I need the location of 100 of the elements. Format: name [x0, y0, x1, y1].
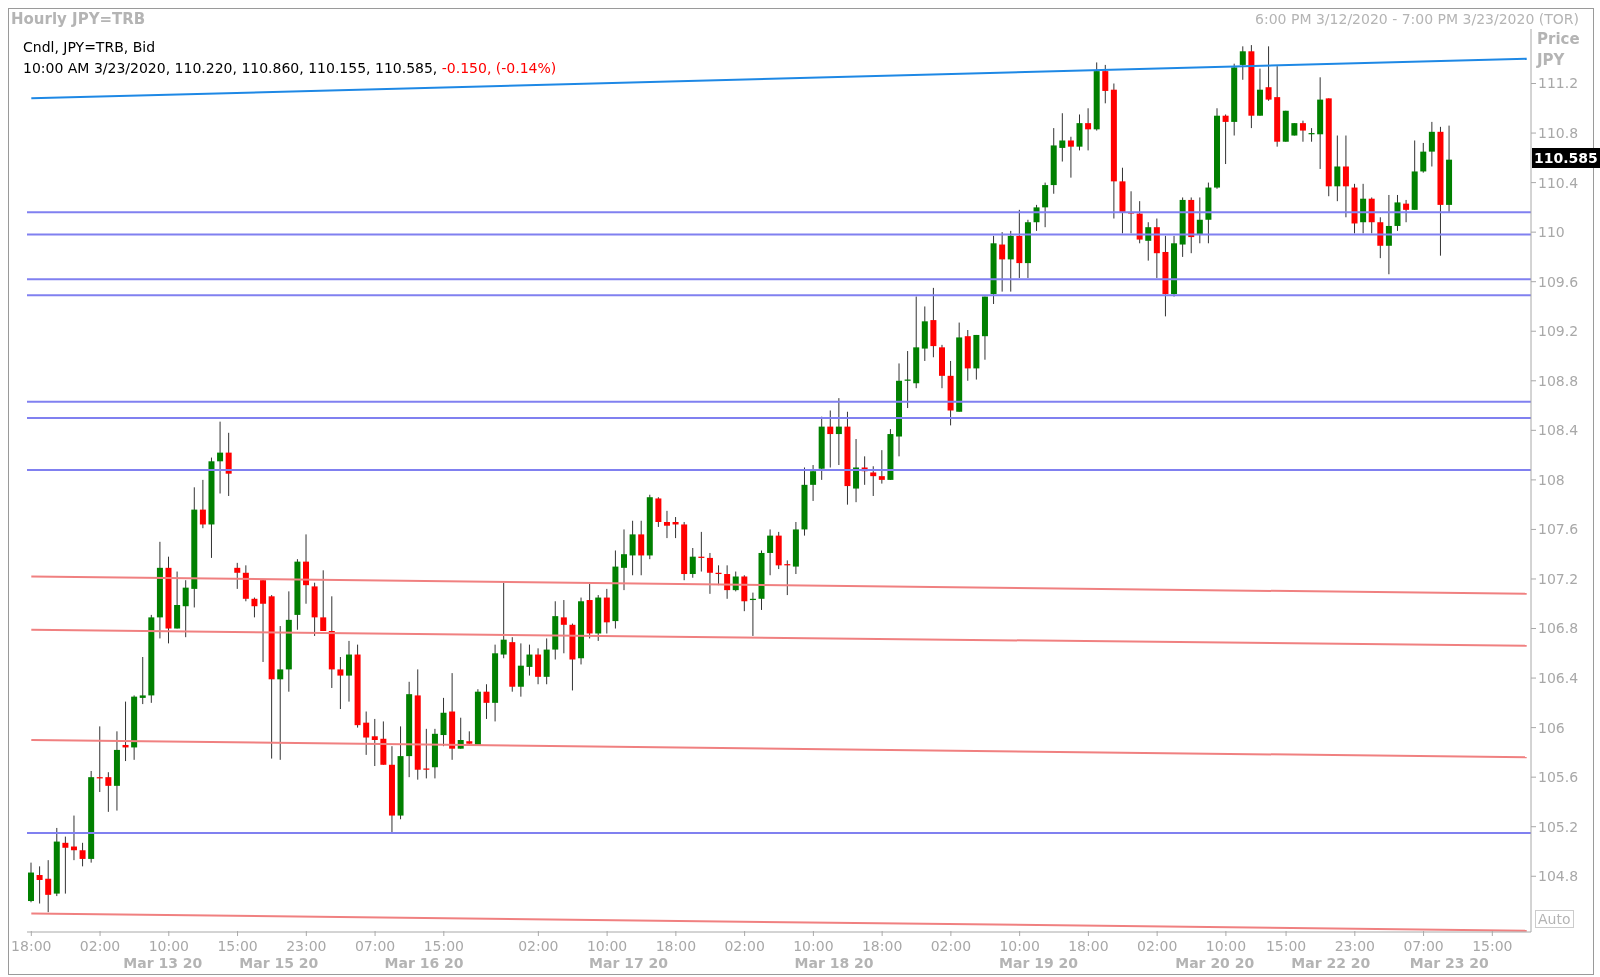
candlestick: [483, 683, 490, 720]
x-tick-label: 15:00: [217, 938, 258, 954]
candlestick: [706, 552, 713, 595]
annotation: 10:00 AM 3/23/2020, 110.220, 110.860, 110.155, 110.585,: [23, 60, 438, 76]
y-tick-label: 105.2: [1538, 818, 1579, 835]
candlestick: [1076, 113, 1083, 151]
x-tick-label: 18:00: [1068, 938, 1109, 954]
x-tick-label: 23:00: [286, 938, 327, 954]
candlestick: [629, 520, 636, 576]
candlestick: [1042, 182, 1049, 228]
candlestick: [363, 711, 370, 756]
candlestick: [62, 836, 69, 895]
text: Mar 17 20: [588, 955, 670, 971]
y-tick-label: 108: [1538, 471, 1565, 488]
candlestick: [621, 528, 628, 591]
candlestick: [1394, 194, 1401, 232]
candlestick: [689, 547, 696, 579]
y-tick-label: 110.8: [1538, 125, 1579, 142]
candlestick: [1428, 121, 1435, 167]
text: Mar 18 20: [793, 955, 875, 971]
candlestick: [517, 642, 524, 698]
x-tick-label: 23:00: [1334, 938, 1375, 954]
candlestick: [1085, 107, 1092, 151]
x-tick-label: 18:00: [11, 938, 52, 954]
candlestick: [853, 438, 860, 503]
candlestick: [535, 647, 542, 685]
text: Mar 22 20: [1290, 955, 1372, 971]
x-tick-label: 15:00: [423, 938, 464, 954]
chart-subtitle: 6:00 PM 3/12/2020 - 7:00 PM 3/23/2020 (TOR): [1255, 11, 1579, 27]
candlestick: [1385, 194, 1392, 275]
y-tick-label: 109.6: [1538, 273, 1579, 290]
candlestick: [1342, 135, 1349, 218]
candlestick: [1377, 216, 1384, 259]
candlestick: [337, 656, 344, 710]
candlestick: [1059, 112, 1066, 163]
text: 110.585: [1532, 148, 1600, 168]
candlestick: [560, 599, 567, 654]
candlestick: [999, 231, 1006, 293]
y-tick-label: 106: [1538, 719, 1565, 736]
x-tick-label: 10:00: [1205, 938, 1247, 954]
candlestick: [234, 562, 241, 590]
candlestick: [1420, 142, 1427, 174]
candlestick: [870, 465, 877, 497]
candlestick: [1196, 196, 1203, 244]
candlestick: [320, 569, 327, 632]
candlestick: [500, 582, 507, 659]
candlestick: [638, 520, 645, 576]
chart-title: Hourly JPY=TRB: [11, 10, 146, 28]
x-tick-label: 15:00: [1265, 938, 1307, 954]
candlestick: [79, 842, 86, 867]
candlestick: [251, 597, 258, 618]
candlestick: [199, 479, 206, 529]
y-tick-label: 106.4: [1538, 670, 1579, 687]
y-tick-label: 108.8: [1538, 372, 1579, 389]
y-tick-label: 107.2: [1538, 570, 1579, 587]
y-tick-label: 107.6: [1538, 521, 1579, 538]
x-tick-label: 10:00: [793, 938, 834, 954]
candlestick: [139, 656, 146, 705]
text: Mar 20 20: [1174, 955, 1256, 971]
x-tick-label: 10:00: [148, 938, 189, 954]
candlestick: [36, 865, 43, 905]
candlestick: [345, 640, 352, 703]
candlestick: [225, 432, 232, 497]
text: Auto: [1535, 910, 1574, 928]
x-tick-label: 02:00: [79, 938, 121, 954]
candlestick: [423, 728, 430, 779]
candlestick: [1239, 45, 1246, 81]
x-tick-label: 18:00: [861, 938, 903, 954]
candlestick: [1102, 64, 1109, 104]
text: Mar 13 20: [122, 955, 204, 971]
x-tick-label: 02:00: [518, 938, 559, 954]
x-tick-label: 07:00: [1403, 938, 1444, 954]
candlestick: [835, 397, 842, 466]
y-axis-title: Price JPY: [1537, 29, 1581, 71]
y-tick-label: 110: [1538, 224, 1565, 241]
x-tick-label: 18:00: [655, 938, 697, 954]
text: Mar 19 20: [998, 955, 1080, 971]
y-tick-label: 110.4: [1538, 174, 1579, 191]
candlestick: [663, 510, 670, 539]
x-tick-label: 10:00: [586, 938, 628, 954]
candlestick: [277, 625, 284, 761]
annotation: -0.150, (-0.14%): [441, 60, 557, 76]
candlestick: [45, 859, 52, 913]
candlestick: [440, 697, 447, 747]
candlestick: [655, 496, 662, 528]
candlestick: [827, 410, 834, 468]
x-tick-label: 15:00: [1472, 938, 1513, 954]
candlestick: [1265, 45, 1272, 102]
text: Mar 23 20: [1408, 955, 1490, 971]
candlestick: [182, 579, 189, 638]
y-tick-label: 104.8: [1538, 868, 1579, 885]
candlestick: [1334, 135, 1341, 202]
y-tick-label: 106.8: [1538, 620, 1579, 637]
candlestick: [526, 644, 533, 677]
x-tick-label: 02:00: [724, 938, 765, 954]
x-tick-label: 10:00: [999, 938, 1040, 954]
candlestick: [810, 464, 817, 502]
candlestick: [1299, 120, 1306, 143]
candlestick: [105, 771, 112, 813]
y-tick-label: 109.2: [1538, 323, 1579, 340]
